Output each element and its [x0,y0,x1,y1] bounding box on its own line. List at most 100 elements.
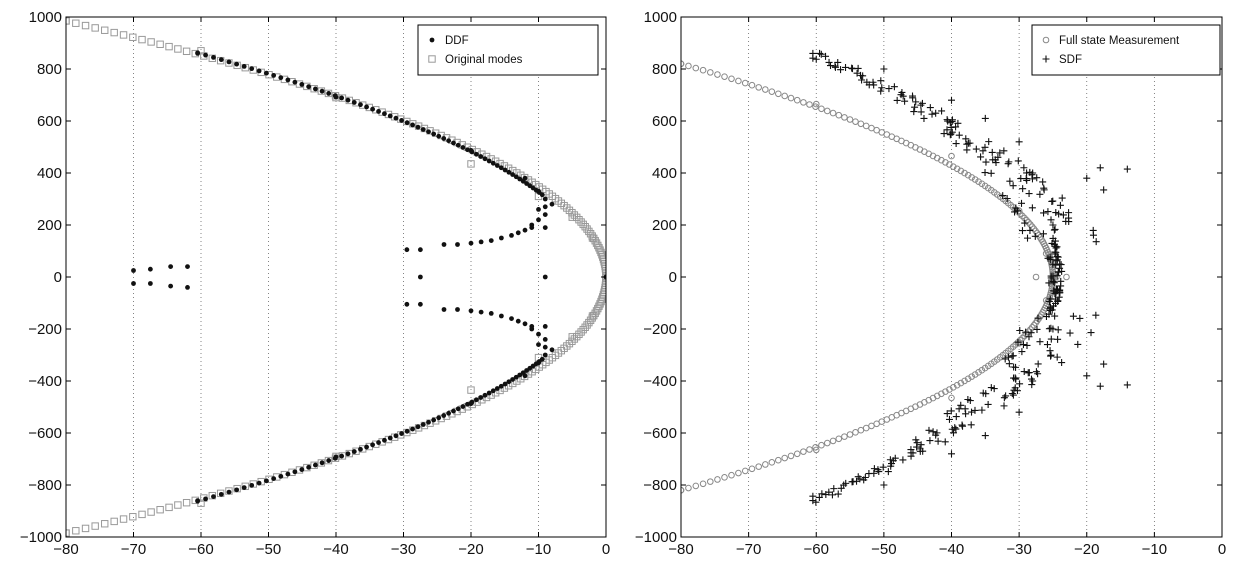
data-point [478,154,484,159]
x-tick-label: −70 [736,541,761,558]
data-point [1046,305,1054,313]
data-point [542,196,548,202]
data-point [292,469,298,475]
legend-label: Full state Measurement [1059,35,1180,47]
data-point [1046,347,1054,355]
data-point [376,109,381,114]
data-point [1063,273,1070,281]
data-point [1052,261,1060,269]
data-point [948,117,956,125]
data-point [573,332,581,341]
data-point [515,318,521,324]
data-point [597,297,605,306]
data-point [399,118,404,123]
data-point [809,497,817,505]
data-point [570,211,579,219]
data-point [1025,190,1033,198]
x-tick-label: −50 [871,541,896,558]
y-tick-label: 600 [37,113,62,130]
data-point [917,101,925,109]
data-point [1092,311,1100,319]
data-point [249,66,255,72]
data-point [1083,372,1091,380]
data-point [426,419,431,425]
data-point [91,24,99,32]
data-point [1024,234,1032,242]
data-point [1052,285,1060,293]
data-point [522,227,528,233]
data-point [985,138,993,146]
data-point [510,377,515,382]
data-point [575,330,583,339]
data-point [787,94,795,102]
data-point [156,506,164,514]
data-point [195,498,201,503]
data-point [996,149,1004,157]
data-point [387,113,393,119]
data-point [211,494,216,500]
data-point [345,97,351,103]
data-point [840,481,848,489]
x-tick-label: −30 [1006,541,1031,558]
data-point [685,62,692,70]
data-point [787,452,795,460]
data-point [1025,219,1032,226]
data-point [823,107,831,115]
legend-marker [428,55,436,63]
data-point [1058,194,1066,202]
data-point [1056,201,1064,209]
data-point [957,401,965,409]
data-point [1006,177,1014,185]
data-point [841,433,848,440]
data-point [306,464,312,470]
data-point [1053,353,1061,361]
data-point [451,140,456,146]
data-point [1074,340,1082,348]
data-point [488,238,494,244]
data-point [506,379,512,385]
data-point [1048,239,1056,247]
y-tick-label: −600 [643,425,677,442]
data-point [568,208,576,217]
data-point [880,481,888,489]
data-point [1029,169,1037,177]
data-point [299,82,305,87]
data-point [865,470,873,478]
data-point [856,475,864,483]
data-point [563,342,571,350]
data-point [1036,338,1044,346]
data-point [156,40,164,48]
data-point [967,421,975,429]
data-point [831,62,839,70]
data-point [952,140,960,148]
data-point [1054,253,1062,261]
data-point [441,307,447,312]
data-point [748,81,756,89]
data-point [110,517,118,526]
data-point [912,98,920,106]
data-point [869,78,877,86]
data-point [110,28,118,37]
data-point [441,413,447,418]
data-point [947,130,955,138]
data-point [928,110,936,118]
y-tick-label: −1000 [635,529,677,546]
data-point [1015,408,1023,416]
data-point [1065,214,1073,222]
data-point [536,331,541,337]
data-point [982,390,990,398]
y-tick-label: −400 [28,373,62,390]
data-point [1052,209,1060,217]
data-point [1011,374,1019,382]
data-point [1049,325,1057,333]
data-point [542,324,548,329]
data-point [478,395,484,400]
data-point [81,524,90,533]
grid-lines [133,17,539,537]
data-point [417,274,423,280]
data-point [728,75,735,83]
data-point [542,225,548,231]
data-point [818,105,825,113]
data-point [947,407,955,415]
